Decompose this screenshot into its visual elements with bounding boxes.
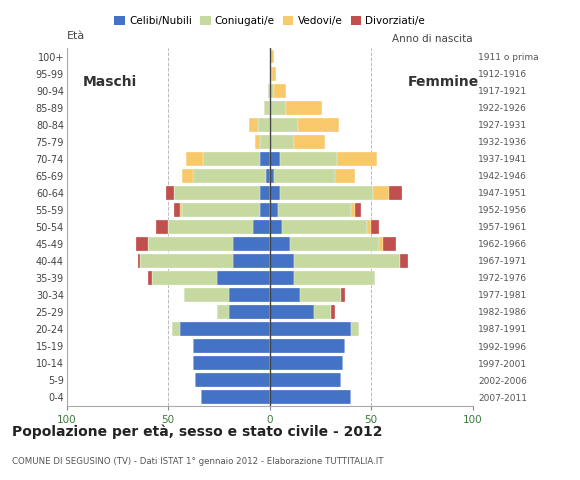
Bar <box>390 186 401 200</box>
Bar <box>270 288 300 302</box>
Bar <box>270 101 286 115</box>
Bar <box>258 118 270 132</box>
Bar <box>182 203 260 217</box>
Bar <box>270 237 290 251</box>
Bar <box>174 203 180 217</box>
Bar <box>268 84 270 97</box>
Bar <box>270 254 294 268</box>
Bar <box>298 118 339 132</box>
Bar <box>335 169 355 183</box>
Bar <box>274 84 286 97</box>
Text: Maschi: Maschi <box>83 75 137 89</box>
Bar <box>233 254 270 268</box>
Bar <box>260 152 270 166</box>
Bar <box>270 135 294 149</box>
Bar <box>260 135 270 149</box>
Bar <box>294 135 325 149</box>
Bar <box>193 169 266 183</box>
Text: Popolazione per età, sesso e stato civile - 2012: Popolazione per età, sesso e stato civil… <box>12 425 382 439</box>
Bar <box>229 288 270 302</box>
Bar <box>217 271 270 285</box>
Bar <box>253 220 270 234</box>
Bar <box>270 84 274 97</box>
Bar <box>255 135 260 149</box>
Bar <box>379 237 383 251</box>
Bar <box>371 220 379 234</box>
Bar <box>270 186 280 200</box>
Bar <box>156 220 168 234</box>
Bar <box>290 237 379 251</box>
Bar <box>286 101 322 115</box>
Text: Femmine: Femmine <box>408 75 479 89</box>
Bar <box>270 67 271 81</box>
Text: Anno di nascita: Anno di nascita <box>392 35 473 45</box>
Bar <box>351 203 355 217</box>
Bar <box>172 322 180 336</box>
Bar <box>168 220 253 234</box>
Bar <box>282 220 367 234</box>
Bar <box>270 169 274 183</box>
Bar <box>270 271 294 285</box>
Bar <box>217 305 229 319</box>
Bar <box>201 390 270 404</box>
Legend: Celibi/Nubili, Coniugati/e, Vedovi/e, Divorziati/e: Celibi/Nubili, Coniugati/e, Vedovi/e, Di… <box>110 12 429 30</box>
Bar <box>270 203 278 217</box>
Bar <box>400 254 408 268</box>
Bar <box>270 49 274 63</box>
Bar <box>229 305 270 319</box>
Bar <box>270 305 314 319</box>
Bar <box>193 356 270 370</box>
Bar <box>166 186 174 200</box>
Bar <box>260 186 270 200</box>
Bar <box>186 152 203 166</box>
Bar <box>194 373 270 387</box>
Bar <box>180 203 182 217</box>
Bar <box>336 152 378 166</box>
Bar <box>374 186 390 200</box>
Text: COMUNE DI SEGUSINO (TV) - Dati ISTAT 1° gennaio 2012 - Elaborazione TUTTITALIA.I: COMUNE DI SEGUSINO (TV) - Dati ISTAT 1° … <box>12 457 383 466</box>
Bar <box>137 254 140 268</box>
Bar <box>249 118 258 132</box>
Bar <box>270 118 298 132</box>
Bar <box>260 203 270 217</box>
Bar <box>270 220 282 234</box>
Bar <box>367 220 371 234</box>
Bar <box>341 288 345 302</box>
Bar <box>180 322 270 336</box>
Bar <box>278 203 351 217</box>
Bar <box>140 254 233 268</box>
Bar <box>314 305 331 319</box>
Bar <box>331 305 335 319</box>
Bar <box>233 237 270 251</box>
Bar <box>175 186 260 200</box>
Bar <box>383 237 396 251</box>
Bar <box>263 101 270 115</box>
Bar <box>274 169 335 183</box>
Bar <box>270 339 345 353</box>
Bar <box>355 203 361 217</box>
Bar <box>294 271 375 285</box>
Bar <box>270 322 351 336</box>
Bar <box>148 271 152 285</box>
Bar <box>193 339 270 353</box>
Bar <box>271 67 275 81</box>
Bar <box>266 169 270 183</box>
Bar <box>351 322 359 336</box>
Bar <box>280 186 374 200</box>
Bar <box>184 288 229 302</box>
Bar <box>280 152 336 166</box>
Text: Età: Età <box>67 31 85 41</box>
Bar <box>294 254 400 268</box>
Bar <box>203 152 260 166</box>
Bar <box>182 169 193 183</box>
Bar <box>136 237 148 251</box>
Bar <box>148 237 233 251</box>
Bar <box>270 373 341 387</box>
Bar <box>270 390 351 404</box>
Bar <box>270 356 343 370</box>
Bar <box>270 152 280 166</box>
Bar <box>152 271 217 285</box>
Bar <box>300 288 341 302</box>
